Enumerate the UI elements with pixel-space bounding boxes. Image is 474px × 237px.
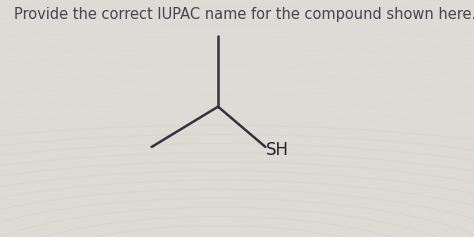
Text: Provide the correct IUPAC name for the compound shown here.: Provide the correct IUPAC name for the c… [14,7,474,22]
Text: SH: SH [265,141,289,160]
